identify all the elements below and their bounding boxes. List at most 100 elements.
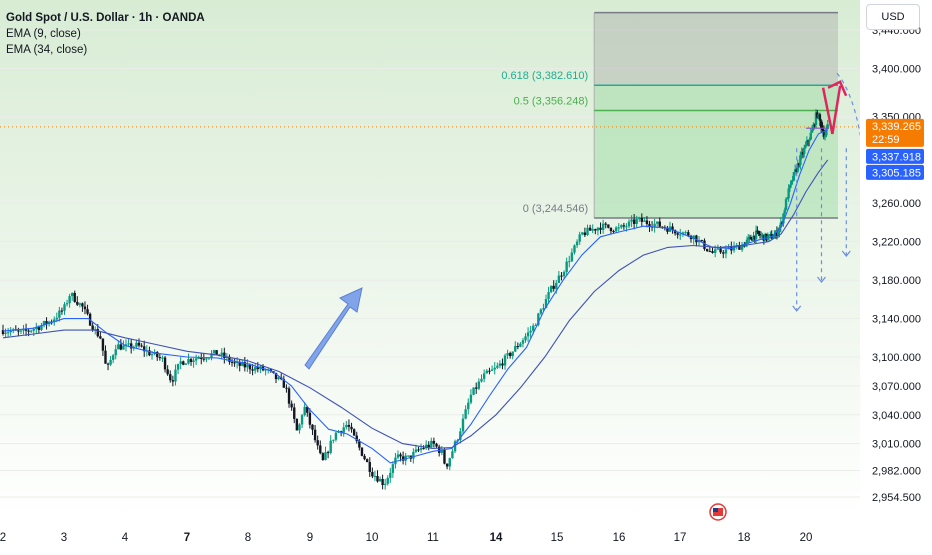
candle-body: [562, 271, 566, 277]
candle-body: [150, 354, 154, 356]
x-tick-label: 9: [307, 532, 313, 544]
candle-body: [99, 336, 102, 339]
candle-body: [104, 350, 107, 364]
candle-body: [819, 120, 823, 128]
candle-body: [532, 325, 535, 331]
candle-body: [506, 353, 509, 356]
candle-body: [594, 229, 597, 231]
symbol-title: Gold Spot / U.S. Dollar · 1h · OANDA: [6, 12, 205, 24]
candle-body: [445, 463, 449, 467]
ema-9-badge: [866, 148, 924, 164]
candle-body: [635, 219, 638, 224]
candle-body: [511, 351, 514, 357]
candle-body: [171, 380, 175, 382]
down-projection-arrow: [841, 250, 851, 258]
candle-body: [363, 455, 366, 460]
candle-body: [334, 432, 338, 440]
currency-selector[interactable]: USD: [866, 4, 920, 30]
candle-body: [620, 225, 623, 228]
candle-body: [719, 248, 722, 253]
ema-slow-label: EMA (34, close): [6, 44, 88, 56]
fib-upper-zone: [594, 12, 838, 86]
candle-body: [607, 224, 610, 228]
candle-body: [575, 241, 579, 246]
candle-body: [130, 343, 133, 349]
ema-34-line: [2, 159, 829, 449]
bullish-arrow-head: [827, 80, 848, 97]
candle-body: [78, 303, 82, 305]
candle-body: [773, 235, 776, 238]
candle-body: [35, 327, 38, 329]
candle-body: [599, 227, 602, 230]
candle-body: [42, 321, 46, 326]
candle-body: [212, 350, 216, 354]
candle-body: [360, 447, 364, 456]
candle-body: [542, 308, 545, 310]
candle-body: [233, 362, 236, 364]
candle-body: [788, 184, 792, 189]
candle-body: [342, 427, 345, 433]
candle-body: [472, 387, 475, 395]
y-tick-label: 3,010.000: [872, 439, 921, 451]
candle-body: [459, 431, 462, 441]
candle-body: [648, 224, 651, 227]
candle-body: [816, 112, 819, 118]
candle-body: [823, 135, 827, 137]
candle-body: [401, 456, 405, 461]
candle-body: [285, 387, 288, 389]
candle-body: [148, 350, 151, 356]
candle-body: [179, 361, 182, 364]
current-price-badge: [866, 118, 924, 147]
candle-body: [526, 332, 530, 337]
plot-background: [0, 0, 860, 520]
candle-body: [192, 360, 195, 363]
candle-body: [427, 444, 430, 448]
candle-body: [676, 233, 679, 235]
candle-body: [617, 227, 620, 229]
candle-body: [166, 369, 169, 375]
candle-body: [73, 292, 76, 302]
candle-body: [745, 239, 749, 243]
candle-body: [627, 221, 631, 227]
candle-body: [269, 369, 273, 372]
candle-body: [58, 310, 61, 318]
down-projection-arc: [836, 72, 869, 220]
candle-body: [407, 455, 410, 457]
x-tick-label: 10: [366, 532, 379, 544]
candle-body: [705, 248, 709, 252]
candle-body: [496, 365, 499, 368]
candle-body: [376, 475, 379, 482]
candle-body: [422, 448, 425, 450]
candle-body: [756, 230, 759, 232]
candle-body: [661, 226, 664, 228]
candle-body: [534, 324, 537, 326]
candle-body: [274, 372, 278, 380]
candle-body: [810, 129, 814, 133]
candle-body: [161, 357, 164, 359]
candle-body: [583, 232, 587, 236]
candle-body: [565, 261, 568, 272]
candle-body: [169, 374, 172, 381]
candle-body: [106, 363, 110, 365]
candle-body: [625, 226, 628, 228]
candle-body: [81, 303, 84, 307]
candle-body: [775, 231, 779, 236]
candle-body: [612, 231, 615, 233]
candle-body: [614, 227, 618, 232]
candle-body: [251, 369, 254, 371]
y-tick-label: 3,140.000: [872, 314, 921, 326]
x-tick-label: 4: [122, 532, 129, 544]
candle-body: [316, 440, 319, 446]
candle-body: [182, 361, 185, 365]
x-tick-label: 8: [245, 532, 251, 544]
candle-body: [386, 477, 389, 484]
candle-body: [205, 358, 208, 360]
candle-body: [290, 403, 293, 408]
candle-body: [581, 232, 584, 235]
y-tick-label: 2,982.000: [872, 466, 921, 478]
candle-body: [477, 381, 481, 389]
candle-body: [451, 451, 454, 459]
candle-body: [529, 330, 532, 333]
